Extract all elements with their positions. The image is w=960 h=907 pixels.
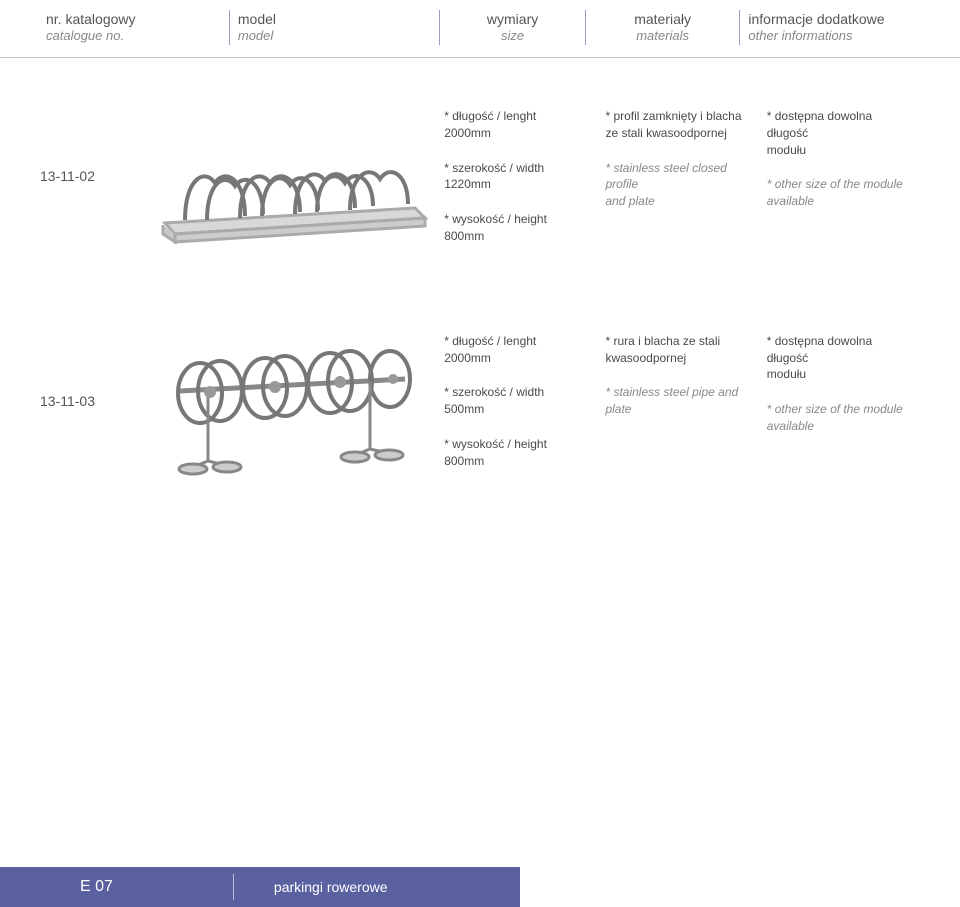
material-line: and plate (605, 193, 750, 210)
dim-value: 1220mm (444, 176, 589, 193)
page-footer: E 07 parkingi rowerowe (0, 867, 520, 907)
dim-label: * wysokość / height (444, 211, 589, 228)
info-en: * other size of the module available (767, 176, 912, 210)
header-label: informacje dodatkowe (748, 10, 914, 28)
dim-value: 500mm (444, 401, 589, 418)
header-model: model model (232, 10, 438, 45)
dimensions-col: * długość / lenght 2000mm * szerokość / … (436, 333, 597, 488)
header-label: wymiary (448, 10, 576, 28)
catalogue-code: 13-11-03 (40, 333, 144, 409)
dim-length: * długość / lenght 2000mm (444, 108, 589, 142)
info-line: available (767, 418, 912, 435)
dim-label: * długość / lenght (444, 333, 589, 350)
dim-value: 800mm (444, 228, 589, 245)
header-label: model (238, 10, 432, 28)
bike-rack-icon (145, 108, 435, 248)
header-size: wymiary size (442, 10, 582, 45)
info-col: * dostępna dowolna długość modułu * othe… (759, 108, 920, 228)
header-materials: materiały materials (588, 10, 738, 45)
materials-col: * profil zamknięty i blacha ze stali kwa… (597, 108, 758, 228)
dim-value: 2000mm (444, 125, 589, 142)
product-row: 13-11-02 * długość / lenght 2000mm (0, 58, 960, 283)
material-line: * rura i blacha ze stali (605, 333, 750, 350)
materials-col: * rura i blacha ze stali kwasoodpornej *… (597, 333, 758, 436)
info-pl: * dostępna dowolna długość modułu (767, 333, 912, 383)
dim-height: * wysokość / height 800mm (444, 436, 589, 470)
product-illustration (144, 108, 436, 248)
dimensions-col: * długość / lenght 2000mm * szerokość / … (436, 108, 597, 263)
header-info: informacje dodatkowe other informations (742, 10, 920, 45)
header-sub: catalogue no. (46, 28, 221, 45)
info-line: modułu (767, 142, 912, 159)
material-en: * stainless steel pipe and plate (605, 384, 750, 418)
info-pl: * dostępna dowolna długość modułu (767, 108, 912, 158)
info-line: * dostępna dowolna długość (767, 108, 912, 142)
dim-height: * wysokość / height 800mm (444, 211, 589, 245)
header-sub: other informations (748, 28, 914, 45)
dim-length: * długość / lenght 2000mm (444, 333, 589, 367)
info-en: * other size of the module available (767, 401, 912, 435)
material-line: ze stali kwasoodpornej (605, 125, 750, 142)
footer-label: parkingi rowerowe (274, 879, 388, 895)
material-line: kwasoodpornej (605, 350, 750, 367)
material-line: * stainless steel pipe and plate (605, 384, 750, 418)
material-pl: * profil zamknięty i blacha ze stali kwa… (605, 108, 750, 142)
info-line: modułu (767, 366, 912, 383)
header-label: materiały (594, 10, 732, 28)
dim-width: * szerokość / width 1220mm (444, 160, 589, 194)
header-divider (439, 10, 440, 45)
header-sub: materials (594, 28, 732, 45)
info-col: * dostępna dowolna długość modułu * othe… (759, 333, 920, 453)
bike-rack-icon (145, 333, 435, 483)
dim-label: * wysokość / height (444, 436, 589, 453)
header-sub: model (238, 28, 432, 45)
footer-divider (233, 874, 234, 900)
dim-label: * szerokość / width (444, 160, 589, 177)
dim-value: 800mm (444, 453, 589, 470)
header-catalogue-no: nr. katalogowy catalogue no. (40, 10, 227, 45)
header-divider (585, 10, 586, 45)
dim-label: * szerokość / width (444, 384, 589, 401)
material-en: * stainless steel closed profile and pla… (605, 160, 750, 210)
product-illustration (144, 333, 436, 483)
info-line: available (767, 193, 912, 210)
info-line: * other size of the module (767, 401, 912, 418)
material-line: * profil zamknięty i blacha (605, 108, 750, 125)
header-divider (229, 10, 230, 45)
header-label: nr. katalogowy (46, 10, 221, 28)
footer-code: E 07 (80, 878, 113, 896)
info-line: * other size of the module (767, 176, 912, 193)
dim-value: 2000mm (444, 350, 589, 367)
info-line: * dostępna dowolna długość (767, 333, 912, 367)
catalogue-code: 13-11-02 (40, 108, 144, 184)
product-row: 13-11-03 (0, 283, 960, 508)
header-divider (739, 10, 740, 45)
material-pl: * rura i blacha ze stali kwasoodpornej (605, 333, 750, 367)
dim-width: * szerokość / width 500mm (444, 384, 589, 418)
dim-label: * długość / lenght (444, 108, 589, 125)
header-sub: size (448, 28, 576, 45)
catalog-header: nr. katalogowy catalogue no. model model… (0, 0, 960, 58)
material-line: * stainless steel closed profile (605, 160, 750, 194)
